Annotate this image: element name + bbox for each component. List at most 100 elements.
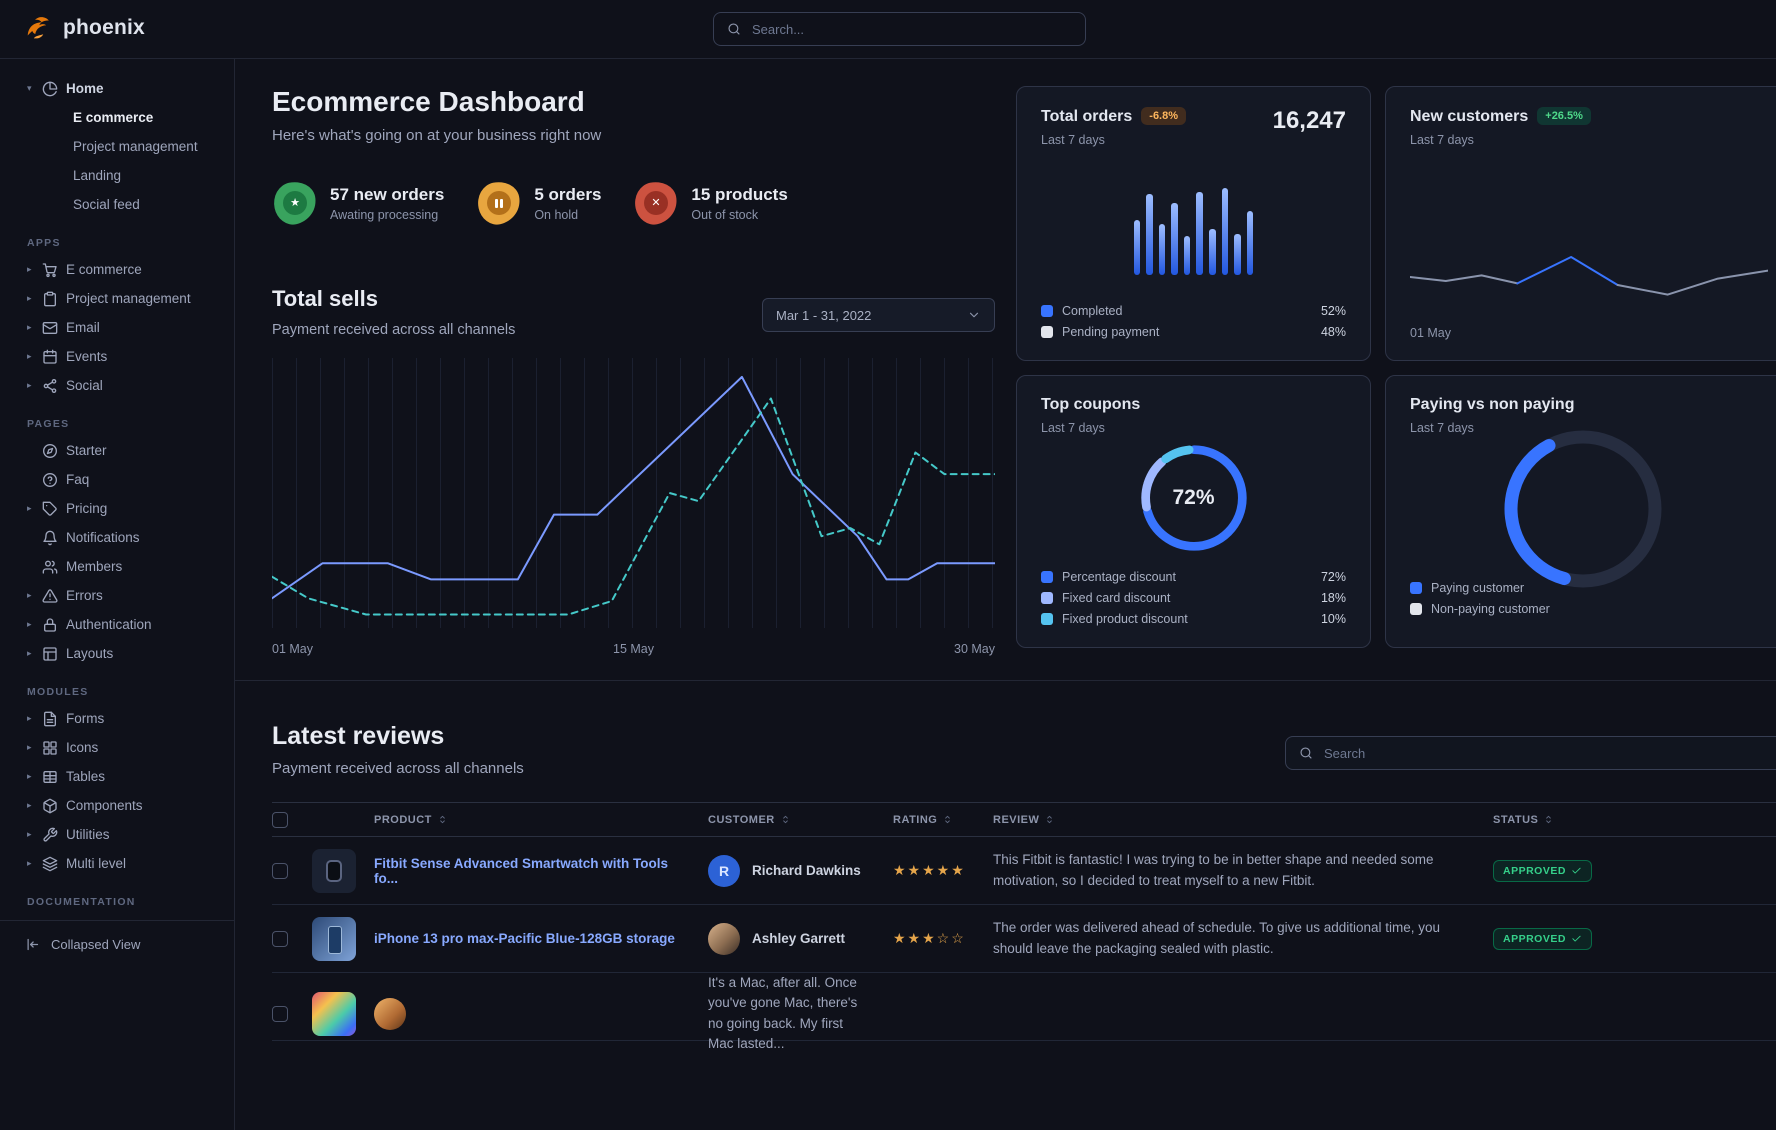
reviews-search-input[interactable] xyxy=(1322,744,1771,762)
column-label: RATING xyxy=(893,813,938,826)
caret-right-icon: ▸ xyxy=(27,380,32,390)
x-axis-labels: 01 May 15 May 30 May xyxy=(272,642,995,656)
legend-swatch xyxy=(1041,570,1053,583)
review-text: It's a Mac, after all. Once you've gone … xyxy=(708,975,858,1051)
sidebar-item-starter[interactable]: Starter xyxy=(0,436,234,465)
order-bar xyxy=(1171,203,1178,275)
table-row[interactable]: iPhone 13 pro max-Pacific Blue-128GB sto… xyxy=(272,905,1776,973)
total-orders-value: 16,247 xyxy=(1272,107,1346,134)
product-link[interactable]: Fitbit Sense Advanced Smartwatch with To… xyxy=(374,855,669,886)
customer-cell[interactable] xyxy=(374,997,708,1030)
sidebar-item-social-feed[interactable]: Social feed xyxy=(0,190,234,219)
sidebar-item-layouts[interactable]: ▸ Layouts xyxy=(0,639,234,668)
sidebar-item-social[interactable]: ▸ Social xyxy=(0,371,234,400)
row-checkbox[interactable] xyxy=(272,930,288,947)
sidebar-item-pricing[interactable]: ▸ Pricing xyxy=(0,494,234,523)
legend-row: Percentage discount 72% xyxy=(1041,566,1346,587)
sidebar-item-icons[interactable]: ▸ Icons xyxy=(0,733,234,762)
legend-row: Pending payment 48% xyxy=(1041,321,1346,342)
sidebar-item-e-commerce-dashboard[interactable]: E commerce xyxy=(0,103,234,132)
orders-legend: Completed 52% Pending payment 48% xyxy=(1041,300,1346,342)
new-customers-card: New customers +26.5% Last 7 days 01 May xyxy=(1385,86,1776,361)
total-orders-card: Total orders -6.8% Last 7 days 16,247 Com… xyxy=(1016,86,1371,361)
caret-right-icon: ▸ xyxy=(27,351,32,361)
customer-cell[interactable]: Ashley Garrett xyxy=(708,922,893,955)
brand[interactable]: phoenix xyxy=(24,13,145,43)
x-tick: 30 May xyxy=(954,642,995,656)
stats-row: ★ 57 new orders Awating processing 5 ord… xyxy=(270,178,788,228)
sidebar-item-label: Landing xyxy=(73,168,122,183)
table-row[interactable]: Fitbit Sense Advanced Smartwatch with To… xyxy=(272,837,1776,905)
sort-icon xyxy=(437,814,448,825)
pie-chart-icon xyxy=(42,81,58,97)
select-all-checkbox[interactable] xyxy=(272,811,288,828)
sidebar-item-email[interactable]: ▸ Email xyxy=(0,313,234,342)
caret-right-icon: ▸ xyxy=(27,713,32,723)
caret-right-icon: ▸ xyxy=(27,829,32,839)
sidebar-item-multi-level[interactable]: ▸ Multi level xyxy=(0,849,234,878)
sidebar-item-notifications[interactable]: Notifications xyxy=(0,523,234,552)
total-sells-chart xyxy=(272,358,995,628)
product-image[interactable] xyxy=(312,848,356,893)
column-product[interactable]: PRODUCT xyxy=(374,814,708,826)
caret-right-icon: ▸ xyxy=(27,742,32,752)
legend-swatch xyxy=(1041,304,1053,317)
sort-icon xyxy=(780,814,791,825)
sidebar-item-tables[interactable]: ▸ Tables xyxy=(0,762,234,791)
sidebar-item-errors[interactable]: ▸ Errors xyxy=(0,581,234,610)
order-bar xyxy=(1158,224,1166,275)
stat-orders-on-hold: 5 orders On hold xyxy=(474,178,601,228)
reviews-table: PRODUCT CUSTOMER RATING REVIEW STATUS Fi… xyxy=(272,802,1776,1051)
sidebar-item-utilities[interactable]: ▸ Utilities xyxy=(0,820,234,849)
collapsed-view-toggle[interactable]: Collapsed View xyxy=(0,920,234,967)
column-rating[interactable]: RATING xyxy=(893,814,993,826)
main-content: Ecommerce Dashboard Here's what's going … xyxy=(235,58,1776,1130)
orders-bar-chart xyxy=(1133,183,1254,275)
topbar-search[interactable] xyxy=(713,12,1086,46)
product-image[interactable] xyxy=(312,916,356,961)
column-customer[interactable]: CUSTOMER xyxy=(708,814,893,826)
brand-name: phoenix xyxy=(63,16,145,39)
legend-label: Fixed product discount xyxy=(1062,611,1188,626)
table-row[interactable]: It's a Mac, after all. Once you've gone … xyxy=(272,973,1776,1051)
product-link[interactable]: iPhone 13 pro max-Pacific Blue-128GB sto… xyxy=(374,931,675,946)
customer-cell[interactable]: R Richard Dawkins xyxy=(708,854,893,887)
row-checkbox[interactable] xyxy=(272,862,288,879)
sidebar-item-authentication[interactable]: ▸ Authentication xyxy=(0,610,234,639)
order-bar xyxy=(1234,233,1241,275)
sidebar-item-e-commerce[interactable]: ▸ E commerce xyxy=(0,255,234,284)
sidebar-item-faq[interactable]: Faq xyxy=(0,465,234,494)
reviews-search[interactable] xyxy=(1285,736,1776,770)
sidebar-item-label: Email xyxy=(66,320,100,335)
row-checkbox[interactable] xyxy=(272,1005,288,1022)
sidebar-item-landing[interactable]: Landing xyxy=(0,161,234,190)
caret-right-icon: ▸ xyxy=(27,800,32,810)
reviews-subtitle: Payment received across all channels xyxy=(272,760,524,777)
sidebar-item-project-management-dashboard[interactable]: Project management xyxy=(0,132,234,161)
sidebar-item-home[interactable]: ▾ Home xyxy=(0,74,234,103)
sidebar-item-members[interactable]: Members xyxy=(0,552,234,581)
column-status[interactable]: STATUS xyxy=(1493,814,1776,826)
sidebar-item-label: Social xyxy=(66,378,103,393)
product-image[interactable] xyxy=(312,991,356,1036)
sidebar-item-events[interactable]: ▸ Events xyxy=(0,342,234,371)
customer-name: Richard Dawkins xyxy=(752,863,861,878)
check-icon xyxy=(1571,865,1582,876)
caret-down-icon: ▾ xyxy=(27,83,32,93)
date-range-select[interactable]: Mar 1 - 31, 2022 xyxy=(762,298,995,332)
order-bar xyxy=(1246,210,1254,275)
compass-icon xyxy=(42,443,58,459)
sidebar-item-project-management[interactable]: ▸ Project management xyxy=(0,284,234,313)
sidebar-item-forms[interactable]: ▸ Forms xyxy=(0,704,234,733)
stat-value: 57 new orders xyxy=(330,184,445,204)
order-bar xyxy=(1196,192,1204,275)
box-icon xyxy=(42,798,58,814)
stat-new-orders: ★ 57 new orders Awating processing xyxy=(270,178,445,228)
sidebar-item-components[interactable]: ▸ Components xyxy=(0,791,234,820)
sidebar-item-label: Layouts xyxy=(66,646,114,661)
column-review[interactable]: REVIEW xyxy=(993,814,1493,826)
x-icon: ✕ xyxy=(631,178,682,228)
sidebar-item-label: Project management xyxy=(73,139,198,154)
share-icon xyxy=(42,378,58,394)
search-input[interactable] xyxy=(750,20,1072,38)
